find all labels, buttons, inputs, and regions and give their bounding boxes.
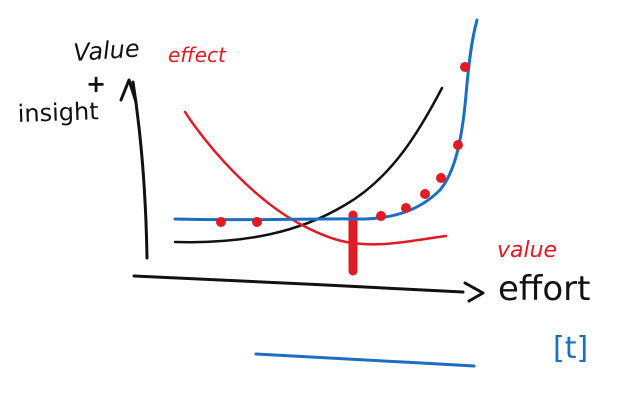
effect-curve-label: effect	[168, 43, 227, 67]
y-axis-label-plus: +	[86, 70, 106, 98]
value-point	[252, 217, 262, 227]
value-point	[436, 173, 446, 183]
timeline-stroke	[254, 352, 476, 368]
value-point	[420, 189, 430, 199]
y-axis-label-value: Value	[72, 34, 140, 67]
y-axis-arrowhead	[119, 78, 138, 104]
value-point	[401, 203, 411, 213]
x-axis-label-effort: effort	[498, 269, 590, 309]
x-axis-arrowhead	[463, 281, 485, 303]
x-axis	[132, 274, 465, 294]
value-curve	[173, 18, 479, 222]
y-axis	[131, 80, 149, 260]
black-rising-curve	[173, 86, 444, 244]
effect-curve	[183, 110, 448, 246]
x-axis-unit-label: [t]	[553, 331, 588, 366]
value-point	[453, 140, 463, 150]
value-curve-label: value	[497, 238, 557, 263]
value-point	[376, 211, 386, 221]
value-point	[460, 62, 470, 72]
y-axis-label-insight: insight	[17, 97, 99, 128]
value-point	[216, 217, 226, 227]
value-curve-points	[216, 62, 470, 227]
